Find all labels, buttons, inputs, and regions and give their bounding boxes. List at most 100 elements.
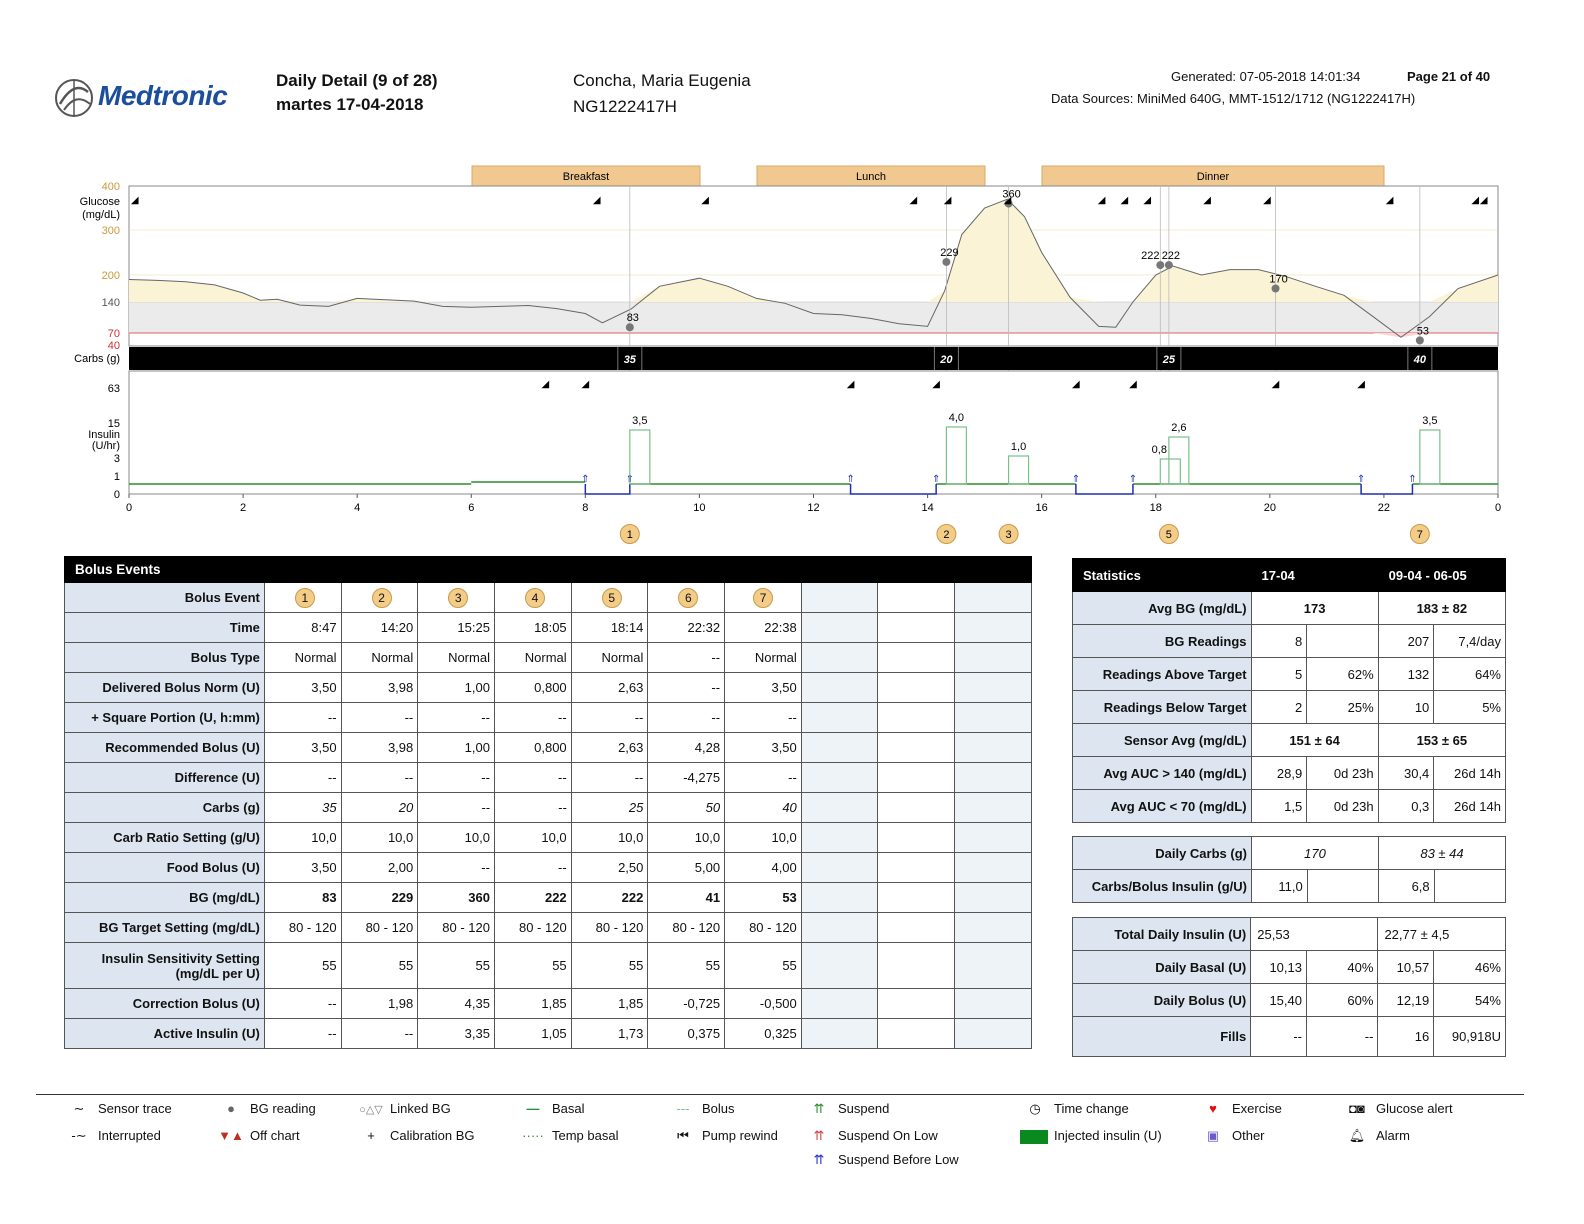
bg-reading-label: 83	[627, 312, 639, 324]
alarm-bell-icon: ◢	[932, 379, 940, 390]
bolus-cell: 83	[263, 882, 342, 913]
bolus-empty-cell	[800, 612, 879, 643]
heart-icon: ♥	[1209, 1101, 1217, 1116]
x-tick-label: 20	[1264, 502, 1276, 514]
x-tick-label: 16	[1036, 502, 1048, 514]
bolus-cell: --	[647, 642, 726, 673]
legend-basal: — Basal	[520, 1101, 585, 1116]
stat-value: 30,4	[1377, 756, 1435, 790]
stat-value: 83 ± 44	[1378, 836, 1506, 870]
legend-bg-reading: ● BG reading	[218, 1101, 316, 1116]
alarm-bell-icon: ◢	[542, 379, 550, 390]
alarm-bell-icon: ◢	[909, 195, 917, 206]
bolus-cell: 3,50	[263, 672, 342, 703]
stat-value: 10,13	[1250, 950, 1307, 984]
bolus-cell: 10,0	[340, 822, 419, 853]
bolus-cell: 25	[570, 792, 649, 823]
bolus-cell: --	[340, 762, 419, 793]
stat-label: Avg AUC < 70 (mg/dL)	[1072, 789, 1252, 823]
suspend-marker-icon: ⇑	[581, 474, 589, 485]
bolus-cell: 0,325	[724, 1018, 802, 1049]
bolus-cell: --	[493, 762, 572, 793]
carbs-axis-label: Carbs (g)	[74, 353, 120, 365]
bolus-cell: 360	[417, 882, 495, 913]
bolus-amount-label: 1,0	[1011, 441, 1026, 453]
bolus-event-marker	[619, 524, 640, 544]
off-chart-icon: ▼▲	[218, 1128, 244, 1143]
bolus-empty-cell	[954, 1018, 1032, 1049]
bolus-cell: 0,800	[493, 732, 572, 763]
stat-value: 207	[1377, 624, 1435, 658]
alarm-bell-icon: ◢	[701, 195, 709, 206]
bolus-cell: 6	[647, 582, 726, 613]
legend-bolus: --- Bolus	[670, 1101, 735, 1116]
x-tick-label: 14	[921, 502, 933, 514]
bolus-cell: 10,0	[263, 822, 342, 853]
bolus-cell: 5,00	[647, 852, 726, 883]
bolus-row: BG (mg/dL) 83 229 360 222 222 41 53	[64, 882, 1032, 913]
bolus-cell: --	[417, 702, 495, 733]
bg-reading-point	[1004, 199, 1013, 208]
statistics-col-day: 17-04	[1250, 558, 1379, 592]
suspend-marker-icon: ⇑	[1072, 474, 1080, 485]
bolus-cell: --	[417, 852, 495, 883]
bolus-event-marker	[1409, 524, 1430, 544]
bolus-cell: 3,50	[724, 672, 802, 703]
glucose-tick-300: 300	[102, 225, 120, 237]
brand-name: Medtronic	[98, 80, 228, 111]
bolus-delivery-box	[945, 426, 968, 485]
bolus-event-number: 7	[753, 587, 774, 608]
suspend-icon: ⇈	[813, 1101, 825, 1116]
report-date: martes 17-04-2018	[276, 95, 424, 114]
bolus-cell: --	[263, 988, 342, 1019]
alarm-bell-icon: ◢	[1263, 195, 1271, 206]
alarm-bell-icon: 🔔︎	[1348, 1128, 1366, 1143]
stat-label: Fills	[1071, 1016, 1252, 1057]
insulin-tick-1: 1	[114, 471, 120, 483]
bolus-cell: 80 - 120	[340, 912, 419, 943]
carb-value-label: 25	[1162, 354, 1176, 366]
bolus-cell: 1,85	[570, 988, 649, 1019]
stat-value: 170	[1250, 836, 1380, 870]
bolus-empty-cell	[800, 732, 879, 763]
bolus-cell: 55	[724, 942, 802, 989]
bolus-empty-cell	[877, 852, 956, 883]
sensor-trace-icon: ∼	[73, 1101, 85, 1116]
stat-label: Readings Above Target	[1072, 657, 1252, 691]
stat-value	[1433, 869, 1507, 903]
bolus-cell: 1,00	[417, 732, 495, 763]
stat-value	[1306, 624, 1379, 658]
bolus-cell: 40	[724, 792, 802, 823]
bolus-empty-cell	[877, 882, 956, 913]
bolus-cell: Normal	[570, 642, 649, 673]
bolus-event-marker-label: 5	[1166, 529, 1172, 541]
bolus-row-label: Carb Ratio Setting (g/U)	[64, 822, 265, 853]
glucose-tick-400: 400	[102, 181, 120, 193]
bolus-empty-cell	[800, 792, 879, 823]
statistics-title: Statistics	[1072, 558, 1252, 592]
bg-reading-label: 53	[1417, 325, 1429, 337]
temp-basal-icon: ·····	[522, 1128, 544, 1143]
alarm-bell-icon: ◢	[593, 195, 601, 206]
x-tick-label: 0	[126, 502, 132, 514]
bolus-cell: 2,50	[570, 852, 649, 883]
bolus-row-label: Insulin Sensitivity Setting (mg/dL per U…	[64, 942, 265, 989]
x-tick-label: 6	[468, 502, 474, 514]
legend: ∼ Sensor trace -∼ Interrupted ● BG reading …	[36, 1094, 1524, 1167]
stat-label: BG Readings	[1072, 624, 1252, 658]
bolus-amount-label: 3,5	[632, 415, 647, 427]
bolus-empty-cell	[877, 988, 956, 1019]
clock-icon: ◷	[1029, 1101, 1041, 1116]
bolus-empty-cell	[800, 1018, 879, 1049]
stat-value: 16	[1377, 1016, 1435, 1057]
bolus-empty-cell	[954, 582, 1032, 613]
stat-value: 64%	[1433, 657, 1506, 691]
stat-value: 6,8	[1378, 869, 1435, 903]
bolus-row: Correction Bolus (U) -- 1,98 4,35 1,85 1,85 -0…	[64, 988, 1032, 1019]
bolus-cell: 10,0	[570, 822, 649, 853]
insulin-tick-63: 63	[108, 383, 120, 395]
alarm-bell-icon: ◢	[1272, 379, 1280, 390]
legend-injected-insulin: Injected insulin (U)	[1020, 1128, 1162, 1144]
alarm-bell-icon: ◢	[1357, 379, 1365, 390]
bolus-cell: 8:47	[263, 612, 342, 643]
